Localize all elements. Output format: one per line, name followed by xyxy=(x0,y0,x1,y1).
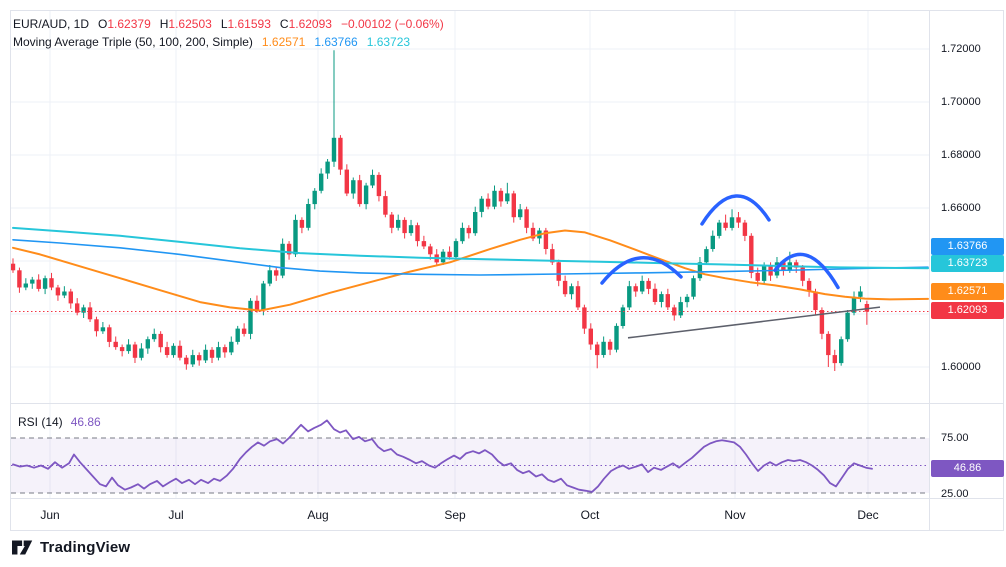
rsi-line xyxy=(12,419,873,493)
moving-average-line-50 xyxy=(12,229,929,312)
neckline-trendline xyxy=(627,306,881,339)
left-shoulder-arc xyxy=(600,255,683,285)
moving-average-line-200 xyxy=(12,226,929,270)
right-shoulder-arc xyxy=(773,252,840,290)
moving-average-line-100 xyxy=(12,239,929,276)
head-arc xyxy=(700,194,771,226)
